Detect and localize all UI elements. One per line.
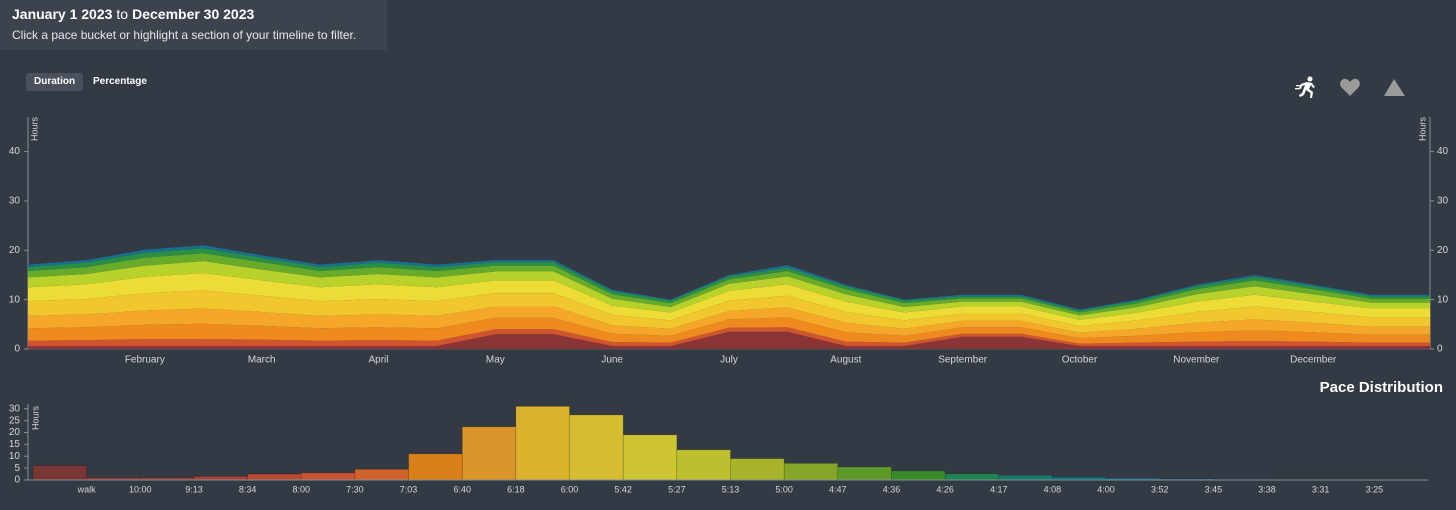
- pace-bucket[interactable]: [998, 474, 1053, 481]
- elevation-icon[interactable]: [1384, 79, 1405, 96]
- pace-bucket[interactable]: [837, 466, 892, 481]
- area-layer: [28, 273, 1430, 327]
- y-tick-label: 10: [1437, 294, 1449, 305]
- pace-bucket[interactable]: [193, 476, 248, 481]
- x-tick-label: 6:18: [507, 484, 525, 494]
- area-layer: [28, 290, 1430, 333]
- x-tick-label: 4:08: [1044, 484, 1062, 494]
- pace-bucket[interactable]: [32, 465, 87, 481]
- x-tick-label: 4:36: [883, 484, 901, 494]
- y-tick-label: 5: [14, 463, 20, 474]
- area-layer: [28, 331, 1430, 349]
- pace-bucket[interactable]: [944, 473, 1000, 481]
- y-tick-label: 40: [1437, 146, 1449, 157]
- x-tick-label: 4:47: [829, 484, 847, 494]
- x-tick-label: walk: [77, 484, 97, 494]
- histogram-title: Pace Distribution: [1320, 379, 1443, 396]
- y-tick-label: 40: [9, 146, 21, 157]
- area-layer: [28, 248, 1430, 313]
- duration-toggle[interactable]: Duration: [26, 73, 84, 91]
- x-tick-label: 3:52: [1151, 484, 1169, 494]
- x-tick-label: 4:00: [1097, 484, 1115, 494]
- x-tick-label: September: [938, 355, 988, 366]
- x-tick-label: March: [248, 355, 276, 366]
- x-tick-label: 3:25: [1366, 484, 1384, 494]
- x-tick-label: 4:17: [990, 484, 1008, 494]
- x-tick-label: November: [1173, 355, 1220, 366]
- x-tick-label: May: [486, 355, 505, 366]
- y-axis-label: Hours: [29, 117, 39, 142]
- area-layer: [28, 245, 1430, 311]
- x-tick-label: 5:27: [668, 484, 686, 494]
- x-tick-label: December: [1290, 355, 1337, 366]
- x-tick-label: April: [368, 355, 388, 366]
- x-tick-label: July: [720, 355, 738, 366]
- end-date: December 30 2023: [132, 6, 255, 22]
- y-tick-label: 20: [9, 427, 21, 438]
- heart-icon[interactable]: [1340, 78, 1360, 96]
- x-tick-label: 5:13: [722, 484, 740, 494]
- area-layer: [28, 253, 1430, 316]
- date-range-header: January 1 2023 to December 30 2023 Click a…: [0, 0, 387, 50]
- y-tick-label: 30: [1437, 196, 1449, 207]
- x-tick-label: 7:30: [346, 484, 364, 494]
- x-tick-label: 5:42: [614, 484, 632, 494]
- y-tick-label: 10: [9, 294, 21, 305]
- x-tick-label: 7:03: [400, 484, 418, 494]
- y-tick-label: 20: [9, 245, 21, 256]
- x-tick-label: 6:40: [453, 484, 471, 494]
- pace-bucket[interactable]: [569, 414, 624, 481]
- pace-bucket[interactable]: [408, 453, 463, 481]
- pace-bucket[interactable]: [676, 449, 731, 481]
- x-tick-label: 8:00: [293, 484, 311, 494]
- y-tick-label: 20: [1437, 245, 1449, 256]
- y-axis-label: Hours: [1417, 117, 1427, 142]
- x-tick-label: 3:31: [1312, 484, 1330, 494]
- x-tick-label: 4:26: [936, 484, 954, 494]
- pace-bucket[interactable]: [300, 472, 356, 481]
- x-tick-label: 10:00: [129, 484, 152, 494]
- x-tick-label: 5:00: [775, 484, 793, 494]
- pace-bucket[interactable]: [730, 458, 785, 481]
- pace-bucket[interactable]: [783, 463, 839, 481]
- x-tick-label: 3:45: [1205, 484, 1223, 494]
- y-tick-label: 30: [9, 196, 21, 207]
- y-axis-label: Hours: [30, 406, 40, 431]
- pace-bucket[interactable]: [461, 426, 517, 481]
- pace-bucket[interactable]: [891, 470, 946, 481]
- area-layer: [28, 261, 1430, 320]
- y-tick-label: 0: [1437, 344, 1443, 355]
- start-date: January 1 2023: [12, 6, 113, 22]
- y-tick-label: 10: [9, 451, 21, 462]
- pace-bucket[interactable]: [515, 406, 570, 481]
- pace-bucket[interactable]: [354, 469, 409, 481]
- pace-bucket[interactable]: [622, 434, 678, 481]
- y-tick-label: 0: [14, 344, 20, 355]
- x-tick-label: August: [830, 355, 861, 366]
- x-tick-label: 8:34: [239, 484, 257, 494]
- x-tick-label: June: [601, 355, 623, 366]
- area-layer: [28, 327, 1430, 346]
- y-tick-label: 25: [9, 415, 21, 426]
- percentage-toggle[interactable]: Percentage: [93, 76, 147, 87]
- area-layer: [28, 317, 1430, 344]
- x-tick-label: February: [125, 355, 165, 366]
- runner-icon[interactable]: [1295, 76, 1315, 99]
- y-tick-label: 15: [9, 439, 21, 450]
- date-range: January 1 2023 to December 30 2023: [12, 6, 254, 22]
- x-tick-label: October: [1062, 355, 1098, 366]
- y-tick-label: 30: [9, 403, 21, 414]
- y-tick-label: 0: [14, 475, 20, 486]
- to: to: [116, 6, 129, 22]
- x-tick-label: 3:38: [1258, 484, 1276, 494]
- subtitle: Click a pace bucket or highlight a secti…: [12, 28, 357, 42]
- pace-bucket[interactable]: [247, 473, 302, 481]
- x-tick-label: 9:13: [185, 484, 203, 494]
- x-tick-label: 6:00: [561, 484, 579, 494]
